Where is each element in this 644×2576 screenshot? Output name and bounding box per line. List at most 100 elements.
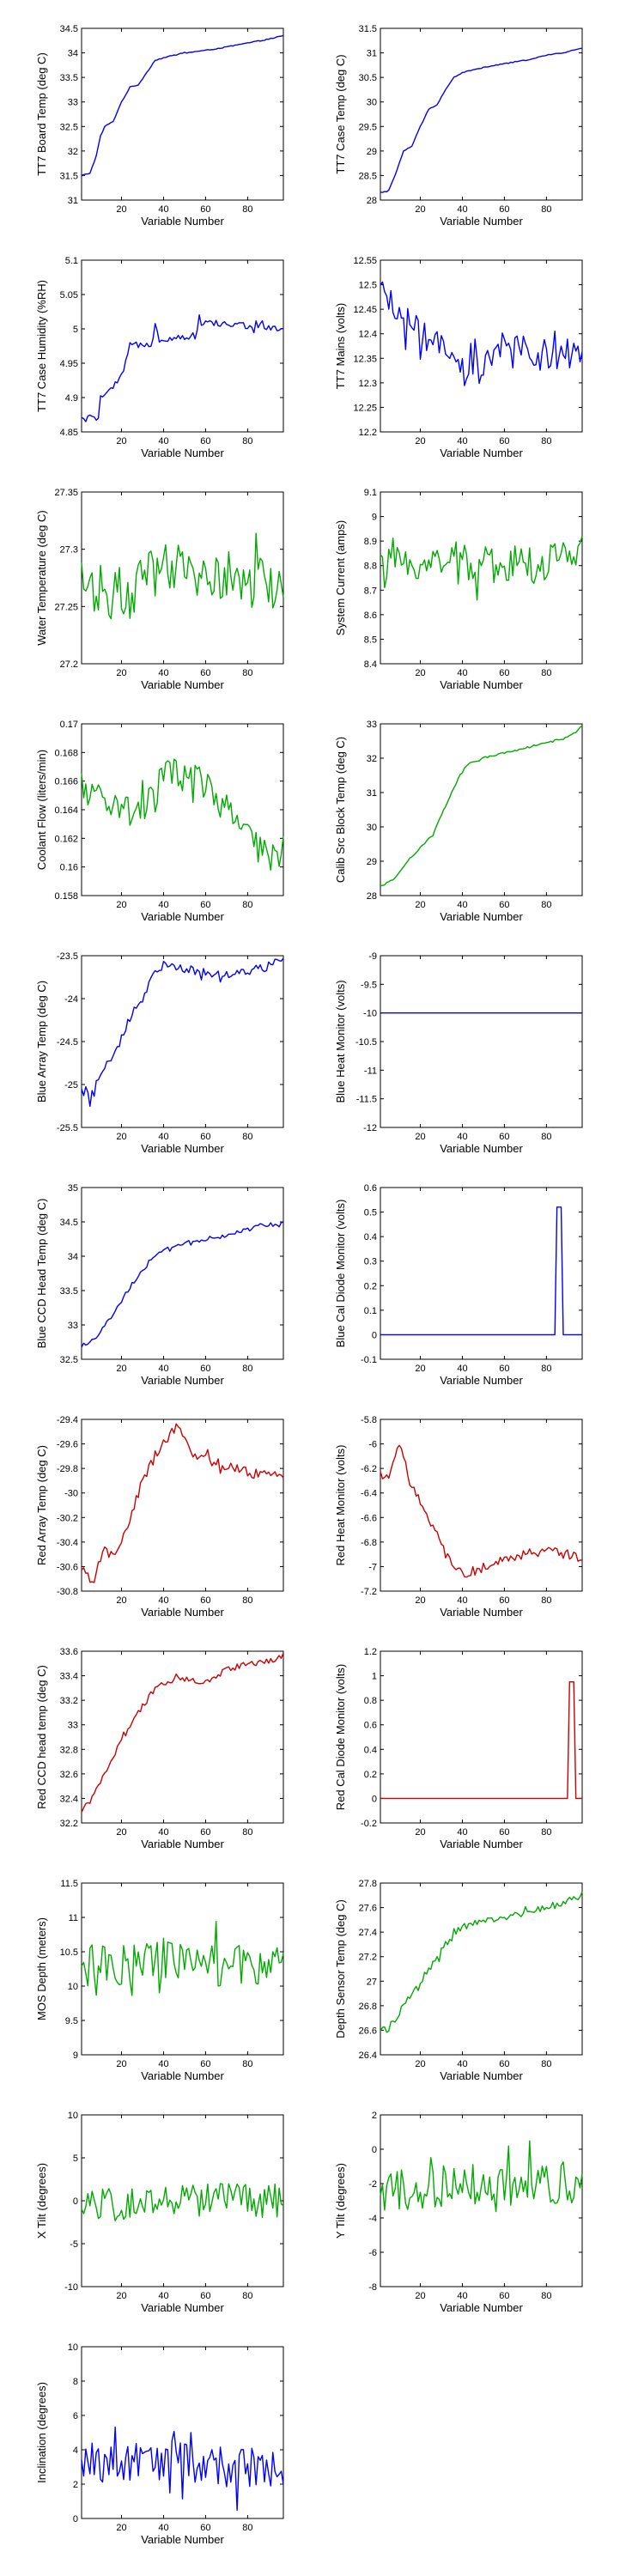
data-series-line (380, 1891, 583, 2033)
x-axis-label: Variable Number (440, 1142, 523, 1155)
chart-9: -25.5 -25 -24.5 -24 -23.5 20 40 60 80 Variable Nu… (35, 951, 284, 1155)
x-tick-label: 20 (415, 900, 425, 910)
y-tick-label: -30.4 (57, 1538, 78, 1548)
y-tick-label: 32.5 (60, 1355, 78, 1365)
x-axis-label: Variable Number (440, 678, 523, 691)
y-tick-label: 28 (367, 891, 377, 902)
plot-frame (81, 723, 284, 896)
y-tick-label: 33 (68, 1721, 78, 1731)
x-tick-label: 20 (415, 1827, 425, 1838)
x-tick-label: 20 (116, 1595, 126, 1606)
x-tick-label: 40 (158, 2523, 168, 2533)
plot-frame (81, 1419, 284, 1592)
chart-3: 4.85 4.9 4.95 5 5.05 5.1 20 40 60 80 Variable Numb… (35, 256, 284, 459)
y-tick-label: 32.2 (60, 1819, 78, 1829)
y-tick-label: 6 (73, 2411, 78, 2421)
data-series-line (380, 47, 583, 193)
x-axis-label: Variable Number (141, 1374, 224, 1387)
y-tick-label: 27.8 (359, 1879, 377, 1889)
y-tick-label: 27.3 (60, 545, 78, 556)
y-axis-label: Calib Src Block Temp (deg C) (334, 737, 347, 883)
y-tick-label: 12.35 (353, 354, 377, 364)
y-tick-label: 35 (68, 1183, 78, 1194)
x-tick-label: 40 (158, 1827, 168, 1838)
x-axis-label: Variable Number (141, 447, 224, 459)
x-axis-label: Variable Number (141, 2533, 224, 2546)
plot-frame (380, 723, 583, 896)
y-tick-label: 0.17 (60, 720, 78, 730)
x-tick-label: 20 (415, 668, 425, 678)
data-series-line (81, 758, 284, 871)
chart-19: -10 -5 0 5 10 20 40 60 80 Variable Number X Tilt (… (35, 2111, 284, 2314)
y-tick-label: 33.4 (60, 1672, 78, 1682)
plot-frame (380, 955, 583, 1128)
chart-10: -12 -11.5 -11 -10.5 -10 -9.5 -9 20 40 60 80 Variabl… (334, 951, 583, 1155)
y-tick-label: 27.2 (60, 659, 78, 670)
y-tick-label: -23.5 (57, 951, 78, 962)
y-tick-label: -30.2 (57, 1513, 78, 1523)
y-tick-label: -30.6 (57, 1562, 78, 1572)
y-tick-label: 12.25 (353, 403, 377, 413)
y-tick-label: -0.2 (361, 1819, 377, 1829)
y-tick-label: 8.7 (364, 586, 377, 596)
y-tick-label: 30 (367, 98, 377, 108)
x-tick-label: 40 (158, 2059, 168, 2069)
x-tick-label: 40 (158, 1595, 168, 1606)
y-tick-label: 5 (73, 325, 78, 335)
y-tick-label: 32.4 (60, 1794, 78, 1804)
y-tick-label: 12.4 (359, 330, 377, 340)
data-series-line (81, 1423, 284, 1583)
chart-5: 27.2 27.25 27.3 27.35 20 40 60 80 Variable Numbe… (35, 488, 284, 691)
chart-13: -30.8 -30.6 -30.4 -30.2 -30 -29.8 -29.6 -29.4 20… (35, 1415, 284, 1619)
data-series-line (380, 1444, 583, 1578)
y-tick-label: 32.5 (60, 122, 78, 132)
x-axis-label: Variable Number (141, 1838, 224, 1850)
x-tick-label: 20 (116, 668, 126, 678)
y-tick-label: 31.5 (359, 24, 377, 34)
x-tick-label: 80 (541, 204, 551, 215)
x-tick-label: 80 (242, 1132, 252, 1142)
data-series-line (380, 1206, 582, 1336)
plot-frame (380, 1187, 583, 1360)
y-tick-label: 27.35 (54, 488, 78, 498)
x-tick-label: 20 (116, 1827, 126, 1838)
x-tick-label: 60 (499, 436, 509, 447)
x-tick-label: 80 (242, 1595, 252, 1606)
y-tick-label: -6.2 (361, 1464, 377, 1474)
plot-frame (81, 491, 284, 665)
y-axis-label: Y Tilt (degrees) (334, 2163, 347, 2239)
y-axis-label: Blue CCD Head Temp (deg C) (35, 1199, 48, 1349)
chart-12: -0.1 0 0.1 0.2 0.3 0.4 0.5 0.6 20 40 60 80 Variable … (334, 1183, 583, 1387)
y-tick-label: -2 (368, 2179, 377, 2190)
x-tick-label: 40 (457, 1132, 467, 1142)
plot-frame (380, 259, 583, 433)
y-tick-label: 10.5 (60, 1947, 78, 1958)
y-tick-label: 0.6 (364, 1183, 377, 1194)
x-tick-label: 80 (242, 204, 252, 215)
y-axis-label: Coolant Flow (liters/min) (35, 750, 48, 870)
x-tick-label: 20 (116, 1132, 126, 1142)
x-axis-label: Variable Number (440, 447, 523, 459)
x-axis-label: Variable Number (141, 910, 224, 923)
y-tick-label: 33 (367, 720, 377, 730)
x-tick-label: 60 (200, 668, 210, 678)
x-tick-label: 80 (242, 1364, 252, 1374)
y-axis-label: Depth Sensor Temp (deg C) (334, 1899, 347, 2038)
x-tick-label: 20 (116, 436, 126, 447)
y-tick-label: -7 (368, 1562, 377, 1572)
x-tick-label: 80 (541, 668, 551, 678)
y-tick-label: -0.1 (361, 1355, 377, 1365)
y-tick-label: 32.8 (60, 1745, 78, 1755)
chart-11: 32.5 33 33.5 34 34.5 35 20 40 60 80 Variable Numbe… (35, 1183, 284, 1387)
y-axis-label: Blue Heat Monitor (volts) (334, 980, 347, 1103)
y-tick-label: -4 (368, 2214, 377, 2224)
y-axis-label: Red Cal Diode Monitor (volts) (334, 1664, 347, 1811)
y-tick-label: 32.6 (60, 1770, 78, 1780)
y-tick-label: -30.8 (57, 1587, 78, 1597)
y-tick-label: 33.5 (60, 1286, 78, 1297)
y-tick-label: 27.6 (359, 1904, 377, 1914)
y-axis-label: Red Array Temp (deg C) (35, 1445, 48, 1565)
y-tick-label: 12.45 (353, 305, 377, 315)
plot-frame (81, 259, 284, 433)
